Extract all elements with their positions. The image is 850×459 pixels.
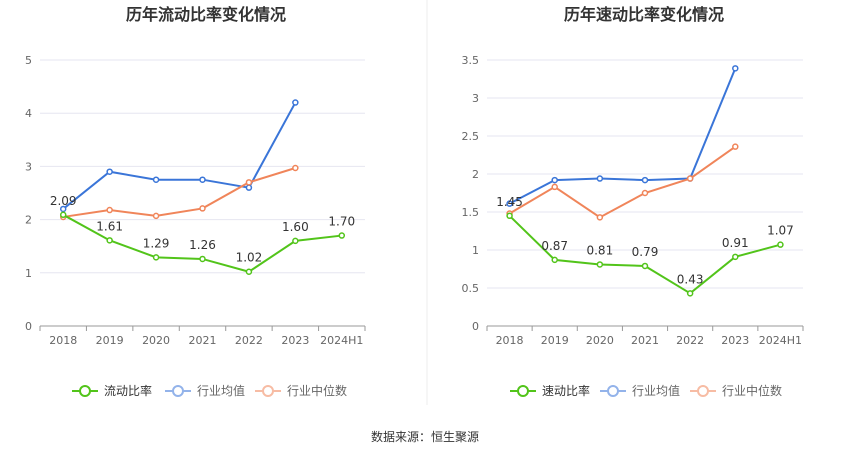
x-tick-label: 2018 [496,334,524,347]
data-label: 0.79 [632,245,659,259]
legend-swatch-marker [697,385,709,397]
data-label: 1.29 [143,236,170,250]
legend-label: 行业中位数 [722,383,782,398]
data-label: 0.87 [541,239,568,253]
data-point [596,175,604,182]
x-tick-label: 2024H1 [759,334,802,347]
chart-panel-1: 历年流动比率变化情况 0 1 2 3 4 5 2018 2019 2020 2021 2022 2023… [25,5,366,398]
data-point [732,65,739,72]
data-point [506,200,513,207]
data-point [292,99,299,106]
data-point [59,205,67,213]
series-line-2 [62,102,297,210]
data-label: 1.02 [236,251,263,265]
series-line-3 [509,145,736,219]
data-point [732,253,739,261]
x-tick-label: 2022 [676,334,704,347]
legend-label: 行业均值 [197,383,245,398]
x-tick-label: 2019 [541,334,569,347]
data-point [199,205,206,212]
data-label: 1.61 [96,219,123,233]
y-tick-label: 4 [25,107,32,120]
data-point [641,262,649,270]
x-tick-label: 2021 [189,334,217,347]
chart-title: 历年流动比率变化情况 [126,5,286,24]
data-point [59,211,67,219]
data-point [551,176,558,184]
data-label: 1.45 [496,195,523,209]
x-tick-label: 2020 [142,334,170,347]
data-source-note: 数据来源：恒生聚源 [370,430,479,444]
data-point [292,164,299,172]
x-tick-label: 2020 [586,334,614,347]
data-point [106,168,113,175]
x-tick-label: 2023 [721,334,749,347]
x-tick-label: 2021 [631,334,659,347]
legend-swatch-marker [517,385,529,397]
data-label: 1.70 [328,215,355,229]
legend-label: 行业中位数 [287,383,347,398]
data-point [245,268,253,275]
legend-swatch-marker [262,385,274,397]
data-label: 1.26 [189,238,216,252]
y-tick-label: 1.5 [462,206,480,219]
data-label: 2.09 [50,194,77,208]
data-point [152,212,160,220]
data-point [292,237,299,245]
y-tick-label: 3 [472,92,479,105]
y-tick-label: 1 [25,267,32,280]
y-tick-label: 2.5 [462,130,480,143]
x-tick-label: 2019 [96,334,124,347]
chart-panel-2: 历年速动比率变化情况 0 0.5 1 1.5 2 2.5 3 3.5 2018 2019 2020 20… [462,5,804,398]
data-point [199,176,206,183]
data-point [596,214,604,221]
y-tick-label: 3 [25,160,32,173]
y-tick-label: 0 [472,320,479,333]
legend-label: 行业均值 [632,383,680,398]
data-label: 0.81 [586,243,613,257]
legend-label: 流动比率 [104,383,152,398]
y-tick-label: 3.5 [462,54,480,67]
x-tick-label: 2024H1 [320,334,363,347]
series-line-3 [63,167,296,218]
data-point [106,237,113,244]
data-point [641,189,649,197]
legend-swatch-marker [607,385,619,397]
data-point [551,183,558,191]
data-point [152,176,160,183]
data-point [777,241,784,248]
legend-label: 速动比率 [542,383,590,398]
data-point [152,254,160,261]
y-tick-label: 0.5 [462,282,480,295]
data-label: 1.60 [282,220,309,234]
data-point [686,175,694,182]
x-tick-label: 2018 [49,334,77,347]
data-label: 0.91 [722,236,749,250]
data-point [199,255,206,263]
data-point [686,290,694,297]
y-tick-label: 1 [472,244,479,257]
data-point [506,212,513,220]
x-tick-label: 2023 [281,334,309,347]
y-tick-label: 5 [25,54,32,67]
y-tick-label: 0 [25,320,32,333]
legend-swatch-marker [79,385,91,397]
data-point [596,261,604,268]
data-point [245,184,253,191]
data-point [106,206,113,214]
data-point [245,179,253,186]
data-point [551,256,558,264]
y-tick-label: 2 [25,214,32,227]
data-point [732,143,739,150]
series-line-2 [509,67,737,205]
data-point [338,232,346,239]
data-label: 1.07 [767,224,794,238]
x-tick-label: 2022 [235,334,263,347]
legend-swatch-marker [172,385,184,397]
data-point [641,176,649,184]
data-label: 0.43 [677,272,704,286]
y-tick-label: 2 [472,168,479,181]
chart-title: 历年速动比率变化情况 [564,5,724,24]
